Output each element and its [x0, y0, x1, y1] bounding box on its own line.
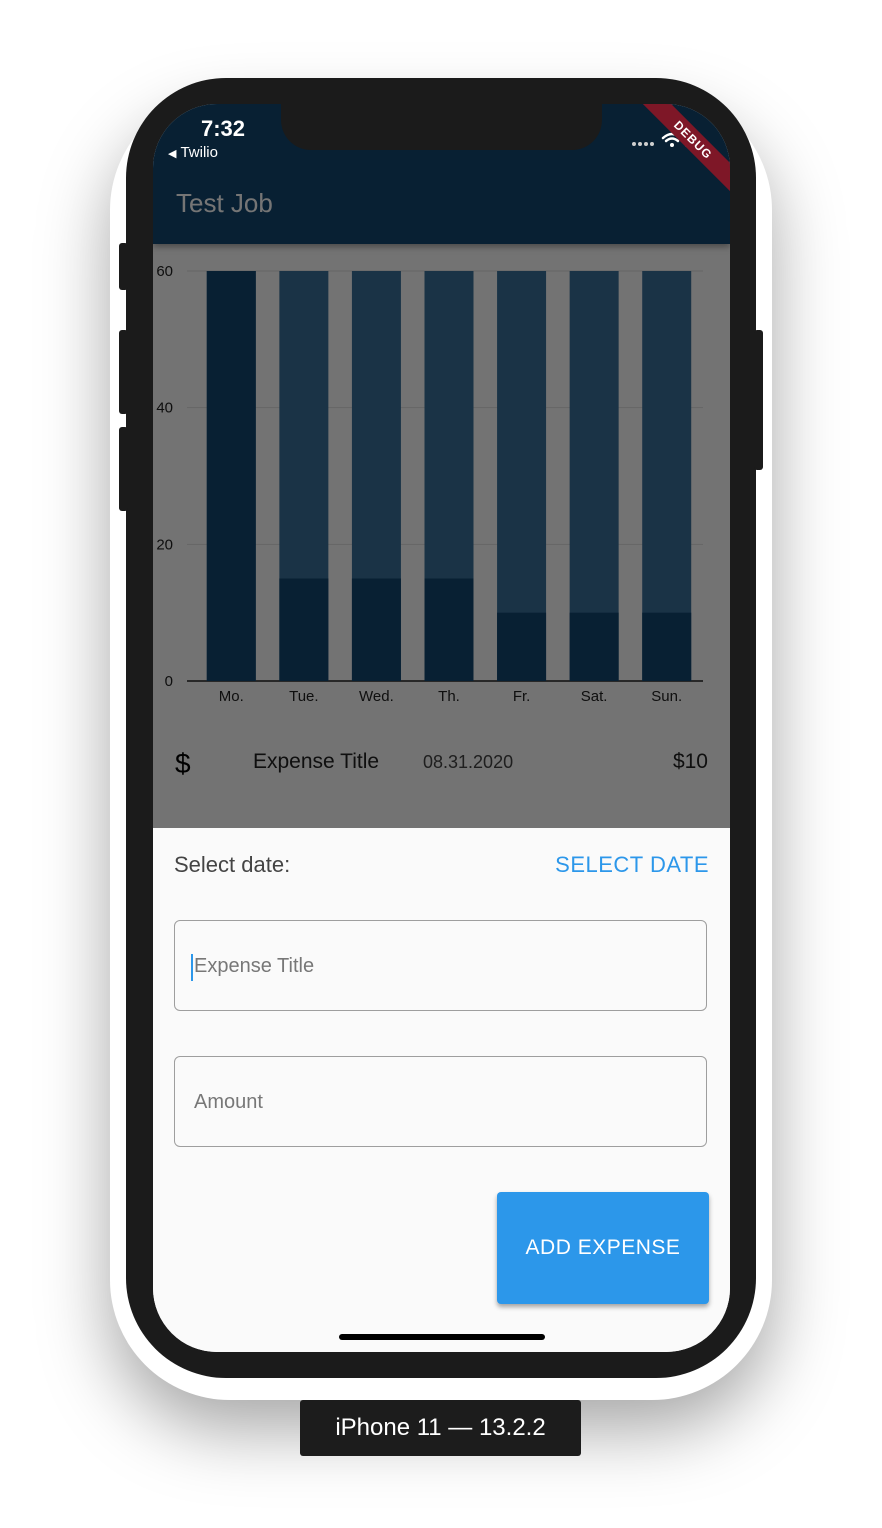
expense-title-field[interactable] — [174, 920, 707, 1012]
home-indicator[interactable] — [339, 1334, 545, 1340]
add-expense-sheet: Select date: SELECT DATE ADD EXPENSE — [153, 828, 730, 1352]
amount-input[interactable] — [192, 1057, 696, 1148]
screen: 0204060Mo.Tue.Wed.Th.Fr.Sat.Sun. $ Expen… — [153, 104, 730, 1352]
status-time: 7:32 — [201, 116, 246, 141]
modal-barrier[interactable] — [153, 104, 730, 828]
notch — [281, 104, 602, 150]
volume-down-button — [119, 427, 128, 511]
back-arrow-icon: ◀ — [168, 148, 177, 160]
amount-field[interactable] — [174, 1056, 707, 1148]
power-button — [754, 330, 763, 470]
add-expense-button[interactable]: ADD EXPENSE — [497, 1192, 709, 1304]
back-app-name: Twilio — [180, 144, 218, 161]
device-label: iPhone 11 — 13.2.2 — [300, 1400, 581, 1456]
select-date-label: Select date: — [174, 852, 291, 877]
mute-switch — [119, 243, 128, 290]
back-to-app-link[interactable]: ◀ Twilio — [168, 144, 218, 161]
volume-up-button — [119, 330, 128, 414]
expense-title-input[interactable] — [192, 921, 696, 1012]
text-cursor — [191, 954, 193, 981]
select-date-button[interactable]: SELECT DATE — [555, 852, 709, 877]
signal-icon — [632, 142, 654, 146]
